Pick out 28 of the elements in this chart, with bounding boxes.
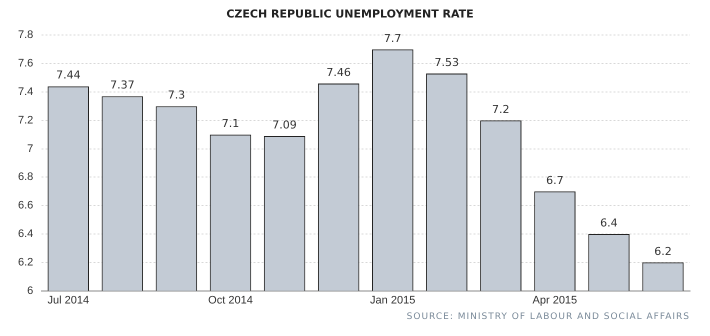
y-tick-label: 6.4 [18,228,34,240]
data-label: 7.46 [326,66,351,79]
x-tick-label: Oct 2014 [208,294,253,306]
y-tick-label: 6 [27,284,34,297]
data-label: 7.09 [272,118,297,132]
y-tick-label: 6.2 [18,256,34,268]
source-note: SOURCE: MINISTRY OF LABOUR AND SOCIAL AFFAIRS [406,312,690,322]
y-tick-label: 7.2 [18,114,34,126]
data-label: 6.4 [600,216,618,230]
x-tick-label: Apr 2015 [532,294,578,306]
data-label: 7.3 [168,88,186,102]
data-label: 7.7 [384,32,402,45]
chart-title: CZECH REPUBLIC UNEMPLOYMENT RATE [226,7,474,20]
data-label: 7.37 [110,78,135,92]
y-tick-label: 7.4 [18,86,34,98]
y-tick-label: 6.6 [18,200,34,212]
y-tick-label: 7 [27,142,34,155]
y-tick-label: 7.6 [18,58,34,70]
data-label: 7.44 [56,68,81,82]
data-label: 7.53 [434,56,459,69]
y-tick-label: 6.8 [18,171,34,184]
data-label: 7.1 [222,116,240,130]
y-tick-label: 7.8 [18,29,34,42]
x-tick-label: Jan 2015 [370,294,416,306]
x-tick-label: Jul 2014 [48,294,90,306]
data-label: 6.2 [654,244,672,258]
data-label: 6.7 [546,174,564,187]
data-label: 7.2 [492,102,510,116]
